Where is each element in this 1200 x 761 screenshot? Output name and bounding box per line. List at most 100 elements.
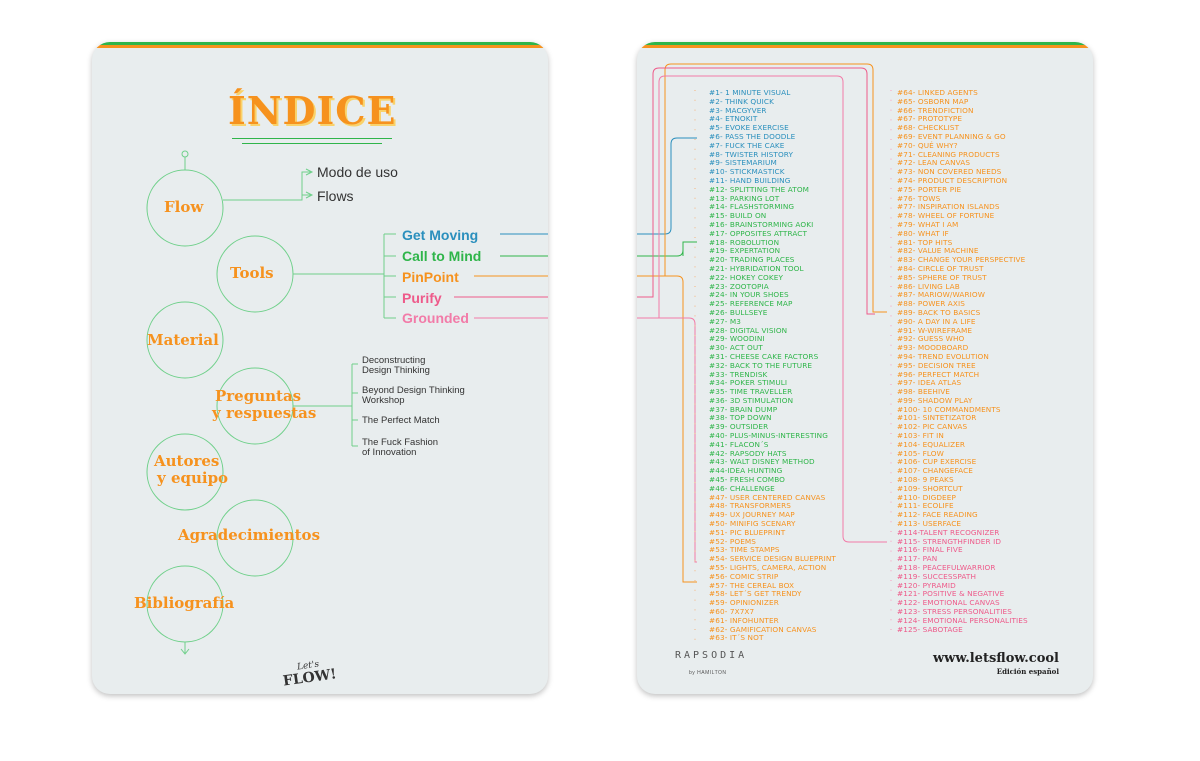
tool-list-item[interactable]: #88- POWER AXIS <box>897 299 965 309</box>
tool-list-item[interactable]: #57- THE CEREAL BOX <box>709 580 795 590</box>
tool-list-item[interactable]: #102- PIC CANVAS <box>897 422 968 432</box>
tool-list-item[interactable]: #46- CHALLENGE <box>709 483 775 493</box>
tool-list-item[interactable]: #96- PERFECT MATCH <box>897 369 980 379</box>
tool-list-item[interactable]: #91- W-WIREFRAME <box>897 325 973 335</box>
tool-list-item[interactable]: #103- FIT IN <box>897 431 944 441</box>
tool-list-item[interactable]: #124- EMOTIONAL PERSONALITIES <box>897 615 1028 625</box>
flow-purify[interactable]: Purify <box>402 290 442 306</box>
tool-list-item[interactable]: #48- TRANSFORMERS <box>709 501 791 511</box>
tool-list-item[interactable]: #80- WHAT IF <box>897 228 949 238</box>
tool-list-item[interactable]: #32- BACK TO THE FUTURE <box>709 360 813 370</box>
tool-list-item[interactable]: #75- PORTER PIE <box>897 184 962 194</box>
tool-list-item[interactable]: #122- EMOTIONAL CANVAS <box>897 598 1000 608</box>
tool-list-item[interactable]: #110- DIGDEEP <box>897 492 956 502</box>
tool-list-item[interactable]: #118- PEACEFULWARRIOR <box>897 563 996 573</box>
tool-list-item[interactable]: #20- TRADING PLACES <box>709 255 795 265</box>
tool-list-item[interactable]: #28- DIGITAL VISION <box>709 325 788 335</box>
tool-list-item[interactable]: #3- MACGYVER <box>709 105 767 115</box>
section-tools[interactable]: Tools <box>230 264 274 282</box>
tool-list-item[interactable]: #68- CHECKLIST <box>897 123 960 133</box>
tool-list-item[interactable]: #70- QUÉ WHY? <box>897 140 958 150</box>
tool-list-item[interactable]: #39- OUTSIDER <box>709 422 769 432</box>
tool-list-item[interactable]: #116- FINAL FIVE <box>897 545 963 555</box>
tool-list-item[interactable]: #8- TWISTER HISTORY <box>709 149 794 159</box>
tool-list-item[interactable]: #11- HAND BUILDING <box>709 175 791 185</box>
tool-list-item[interactable]: #89- BACK TO BASICS <box>897 307 981 317</box>
flow-get-moving[interactable]: Get Moving <box>402 227 479 243</box>
section-preguntas[interactable]: Preguntas y respuestas <box>212 388 316 422</box>
tool-list-item[interactable]: #67- PROTOTYPE <box>897 114 963 124</box>
tool-list-item[interactable]: #58- LET´S GET TRENDY <box>709 589 802 599</box>
tool-list-item[interactable]: #123- STRESS PERSONALITIES <box>897 607 1012 617</box>
tool-list-item[interactable]: #50- MINIFIG SCENARY <box>709 519 796 529</box>
tool-list-item[interactable]: #100- 10 COMMANDMENTS <box>897 404 1001 414</box>
tool-list-item[interactable]: #105- FLOW <box>897 448 944 458</box>
tool-list-item[interactable]: #36- 3D STIMULATION <box>709 395 794 405</box>
tool-list-item[interactable]: #73- NON COVERED NEEDS <box>897 167 1002 177</box>
tool-list-item[interactable]: #72- LEAN CANVAS <box>897 158 971 168</box>
tool-list-item[interactable]: #5- EVOKE EXERCISE <box>709 123 789 133</box>
tool-list-item[interactable]: #53- TIME STAMPS <box>709 545 780 555</box>
tool-list-item[interactable]: #64- LINKED AGENTS <box>897 88 978 97</box>
tool-list-item[interactable]: #34- POKER STIMULI <box>709 378 788 388</box>
tool-list-item[interactable]: #1- 1 MINUTE VISUAL <box>709 88 791 97</box>
tool-list-item[interactable]: #106- CUP EXERCISE <box>897 457 977 467</box>
preguntas-item-2[interactable]: Beyond Design Thinking Workshop <box>362 386 465 406</box>
preguntas-item-4[interactable]: The Fuck Fashion of Innovation <box>362 438 438 458</box>
tool-list-item[interactable]: #30- ACT OUT <box>709 343 763 353</box>
tool-list-item[interactable]: #97- IDEA ATLAS <box>897 378 962 388</box>
tool-list-item[interactable]: #24- IN YOUR SHOES <box>709 290 789 300</box>
tool-list-item[interactable]: #108- 9 PEAKS <box>897 475 954 485</box>
website-url[interactable]: www.letsflow.cool <box>932 651 1059 666</box>
tool-list-item[interactable]: #95- DECISION TREE <box>897 360 976 370</box>
tool-list-item[interactable]: #62- GAMIFICATION CANVAS <box>709 624 817 634</box>
tool-list-item[interactable]: #121- POSITIVE & NEGATIVE <box>897 589 1005 599</box>
tool-list-item[interactable]: #13- PARKING LOT <box>709 193 780 203</box>
tool-list-item[interactable]: #38- TOP DOWN <box>709 413 772 423</box>
section-autores[interactable]: Autores y equipo <box>154 453 228 487</box>
tool-list-item[interactable]: #59- OPINIONIZER <box>709 598 779 608</box>
tool-list-item[interactable]: #101- SINTETIZATOR <box>897 413 977 423</box>
preguntas-item-3[interactable]: The Perfect Match <box>362 416 440 426</box>
tool-list-item[interactable]: #107- CHANGEFACE <box>897 466 973 476</box>
tool-list-item[interactable]: #98- BEEHIVE <box>897 387 951 397</box>
tool-list-item[interactable]: #85- SPHERE OF TRUST <box>897 272 987 282</box>
tool-list-item[interactable]: #56- COMIC STRIP <box>709 571 779 581</box>
tool-list-item[interactable]: #74- PRODUCT DESCRIPTION <box>897 175 1008 185</box>
tool-list-item[interactable]: #31- CHEESE CAKE FACTORS <box>709 351 819 361</box>
tool-list-item[interactable]: #35- TIME TRAVELLER <box>709 387 793 397</box>
tool-list-item[interactable]: #109- SHORTCUT <box>897 483 963 493</box>
tool-list-item[interactable]: #6- PASS THE DOODLE <box>709 131 796 141</box>
preguntas-item-1[interactable]: Deconstructing Design Thinking <box>362 356 430 376</box>
tool-list-item[interactable]: #2- THINK QUICK <box>709 96 774 106</box>
tool-list-item[interactable]: #120- PYRAMID <box>897 580 956 590</box>
tool-list-item[interactable]: #94- TREND EVOLUTION <box>897 351 989 361</box>
tool-list-item[interactable]: #15- BUILD ON <box>709 211 767 221</box>
tool-list-item[interactable]: #17- OPPOSITES ATTRACT <box>709 228 808 238</box>
tool-list-item[interactable]: #54- SERVICE DESIGN BLUEPRINT <box>709 554 836 564</box>
tool-list-item[interactable]: #119- SUCCESSPATH <box>897 571 977 581</box>
tool-list-item[interactable]: #26- BULLSEYE <box>709 307 768 317</box>
tool-list-item[interactable]: #9- SISTEMARIUM <box>709 158 777 168</box>
flow-call-to-mind[interactable]: Call to Mind <box>402 248 482 264</box>
tool-list-item[interactable]: #113- USERFACE <box>897 519 962 529</box>
flow-item-flows[interactable]: Flows <box>317 188 354 204</box>
tool-list-item[interactable]: #42- RAPSODY HATS <box>709 448 787 458</box>
tool-list-item[interactable]: #49- UX JOURNEY MAP <box>709 510 795 520</box>
tool-list-item[interactable]: #52- POEMS <box>709 536 757 546</box>
tool-list-item[interactable]: #104- EQUALIZER <box>897 439 966 449</box>
section-bibliografia[interactable]: Bibliografía <box>134 594 235 612</box>
tool-list-item[interactable]: #61- INFOHUNTER <box>709 615 779 625</box>
tool-list-item[interactable]: #12- SPLITTING THE ATOM <box>709 184 810 194</box>
tool-list-item[interactable]: #86- LIVING LAB <box>897 281 960 291</box>
section-material[interactable]: Material <box>147 331 219 349</box>
tool-list-item[interactable]: #55- LIGHTS, CAMERA, ACTION <box>709 563 827 573</box>
tool-list-item[interactable]: #90- A DAY IN A LIFE <box>897 316 976 326</box>
tool-list-item[interactable]: #79- WHAT I AM <box>897 219 959 229</box>
tool-list-item[interactable]: #93- MOODBOARD <box>897 343 969 353</box>
tool-list-item[interactable]: #4- ETNOKIT <box>709 114 758 124</box>
tool-list-item[interactable]: #115- STRENGTHFINDER ID <box>897 536 1002 546</box>
flow-grounded[interactable]: Grounded <box>402 310 469 326</box>
tool-list-item[interactable]: #77- INSPIRATION ISLANDS <box>897 202 1000 212</box>
tool-list-item[interactable]: #81- TOP HITS <box>897 237 953 247</box>
